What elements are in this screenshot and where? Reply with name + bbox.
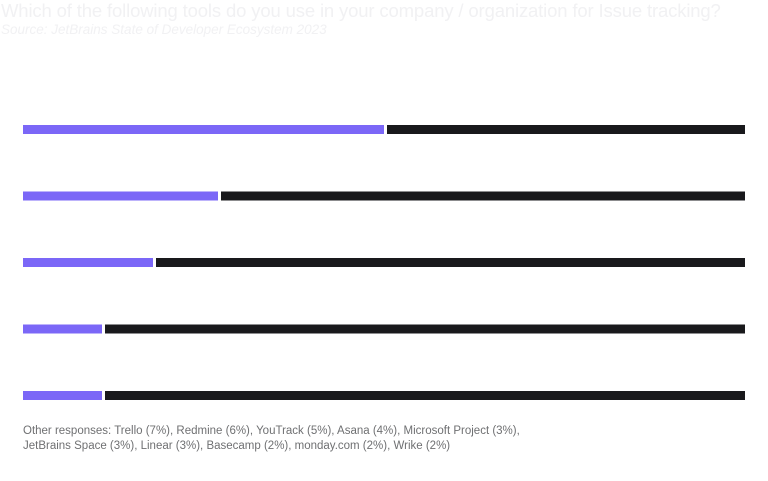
other-responses-note: Other responses: Trello (7%), Redmine (6… [23, 424, 723, 454]
chart-source: Source: JetBrains State of Developer Eco… [1, 22, 327, 37]
bar-2 [23, 191, 218, 201]
other-responses-line-2: JetBrains Space (3%), Linear (3%), Basec… [23, 440, 451, 452]
bar-5 [23, 391, 102, 400]
other-responses-line-1: Other responses: Trello (7%), Redmine (6… [23, 425, 520, 437]
bar-track-2 [221, 191, 745, 201]
bar-3 [23, 258, 153, 267]
bar-4 [23, 324, 102, 334]
bar-1 [23, 125, 384, 134]
chart-title: Which of the following tools do you use … [1, 0, 721, 21]
bar-track-4 [105, 324, 745, 334]
bar-track-5 [105, 391, 745, 400]
bar-track-3 [156, 258, 745, 267]
bar-track-1 [387, 125, 745, 134]
